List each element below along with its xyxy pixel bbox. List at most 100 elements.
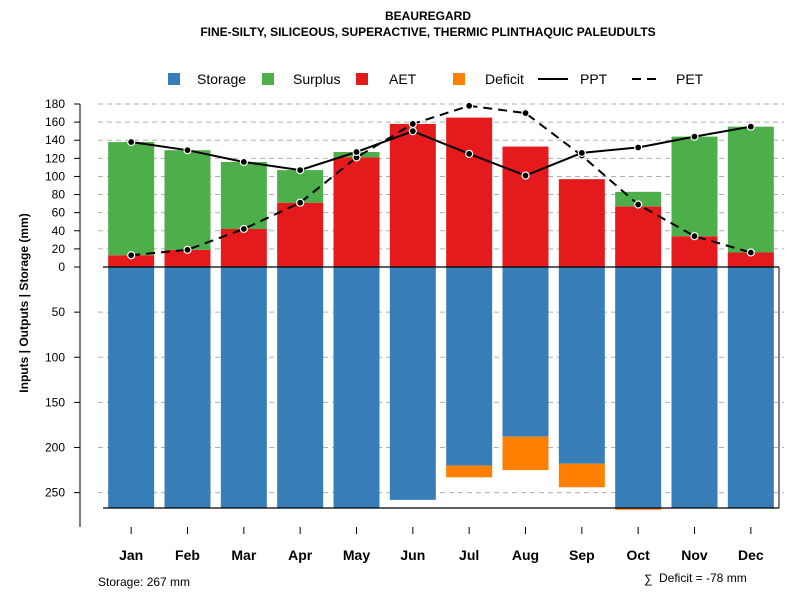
legend-label-deficit: Deficit bbox=[485, 71, 524, 87]
aet-bar-jan bbox=[108, 255, 155, 267]
pet-point-aug bbox=[521, 108, 530, 118]
aet-bar-dec bbox=[727, 252, 774, 267]
pet-point-oct bbox=[634, 200, 643, 209]
pet-point-apr bbox=[296, 198, 305, 207]
surplus-bar-dec bbox=[727, 126, 774, 253]
storage-bar-mar bbox=[220, 267, 267, 508]
series-lines bbox=[127, 101, 755, 260]
aet-bar-oct bbox=[615, 206, 662, 267]
surplus-bar-mar bbox=[220, 161, 267, 229]
storage-bar-oct bbox=[615, 267, 662, 508]
pet-point-feb bbox=[183, 245, 192, 254]
pet-point-mar bbox=[239, 224, 248, 234]
deficit-bar-sep bbox=[558, 463, 605, 488]
ppt-point-jul bbox=[465, 149, 474, 158]
gridlines bbox=[98, 103, 784, 494]
ppt-point-sep bbox=[577, 148, 586, 157]
y-tick-label: 50 bbox=[52, 305, 66, 319]
y-tick-label: 100 bbox=[45, 169, 65, 183]
y-tick-label: 20 bbox=[52, 242, 66, 256]
aet-bar-jul bbox=[446, 117, 493, 267]
legend-label-ppt: PPT bbox=[580, 71, 608, 87]
y-tick-label: 0 bbox=[58, 260, 65, 274]
ppt-point-feb bbox=[183, 146, 192, 155]
deficit-footnote: Deficit = -78 mm bbox=[659, 571, 747, 585]
storage-bar-nov bbox=[671, 267, 718, 508]
aet-bar-may bbox=[333, 157, 380, 267]
aet-bar-aug bbox=[502, 146, 549, 267]
pet-point-jul bbox=[465, 101, 474, 110]
storage-bar-jul bbox=[446, 267, 493, 466]
surplus-bar-jan bbox=[108, 142, 155, 256]
legend-swatch-aet bbox=[356, 73, 368, 85]
legend-swatch-deficit bbox=[453, 73, 465, 85]
month-label-sep: Sep bbox=[569, 547, 595, 563]
pet-line bbox=[131, 104, 752, 257]
legend-swatch-surplus bbox=[262, 73, 274, 85]
y-tick-label: 140 bbox=[45, 133, 65, 147]
y-tick-label: 120 bbox=[45, 151, 65, 165]
legend-label-storage: Storage bbox=[197, 71, 246, 87]
ppt-point-jan bbox=[127, 137, 136, 147]
ppt-point-apr bbox=[296, 166, 305, 175]
surplus-bar-feb bbox=[164, 150, 211, 250]
storage-bar-apr bbox=[277, 267, 324, 508]
storage-bar-jun bbox=[389, 267, 436, 500]
month-label-apr: Apr bbox=[288, 547, 313, 563]
month-label-jun: Jun bbox=[400, 547, 425, 563]
sum-symbol: ∑ bbox=[644, 572, 653, 586]
pet-point-jan bbox=[127, 251, 136, 260]
bars bbox=[108, 117, 774, 510]
storage-bar-feb bbox=[164, 267, 211, 508]
month-label-oct: Oct bbox=[626, 547, 650, 563]
aet-bar-mar bbox=[220, 228, 267, 267]
y-tick-label: 150 bbox=[45, 395, 65, 409]
storage-bar-may bbox=[333, 267, 380, 508]
deficit-bar-aug bbox=[502, 436, 549, 471]
ppt-point-mar bbox=[239, 157, 248, 167]
aet-bar-nov bbox=[671, 236, 718, 267]
storage-bar-jan bbox=[108, 267, 155, 508]
month-label-jul: Jul bbox=[459, 547, 479, 563]
legend-swatch-storage bbox=[168, 73, 180, 85]
y-tick-label: 80 bbox=[52, 188, 66, 202]
deficit-bar-jul bbox=[446, 465, 493, 478]
ppt-line bbox=[131, 125, 752, 177]
month-label-jan: Jan bbox=[119, 547, 143, 563]
storage-bar-aug bbox=[502, 267, 549, 437]
aet-bar-feb bbox=[164, 249, 211, 267]
month-label-may: May bbox=[343, 547, 370, 563]
surplus-bar-nov bbox=[671, 136, 718, 237]
y-tick-label: 180 bbox=[45, 97, 65, 111]
chart-subtitle: FINE-SILTY, SILICEOUS, SUPERACTIVE, THER… bbox=[200, 25, 655, 39]
pet-point-jun bbox=[408, 119, 417, 129]
y-tick-label: 40 bbox=[52, 224, 66, 238]
y-tick-label: 100 bbox=[45, 350, 65, 364]
ppt-point-dec bbox=[746, 122, 755, 131]
month-label-feb: Feb bbox=[175, 547, 200, 563]
legend-label-pet: PET bbox=[676, 71, 704, 87]
ppt-point-jun bbox=[408, 127, 417, 136]
aet-bar-apr bbox=[277, 202, 324, 267]
pet-point-nov bbox=[690, 232, 699, 241]
axes: 0 20 40 60 80 100 120 140 160 180 50 100 150 200 250 Ja… bbox=[45, 97, 780, 563]
month-label-nov: Nov bbox=[681, 547, 708, 563]
aet-bar-sep bbox=[558, 179, 605, 267]
legend-label-aet: AET bbox=[389, 71, 417, 87]
month-label-mar: Mar bbox=[231, 547, 256, 563]
ppt-point-may bbox=[352, 147, 361, 157]
surplus-bar-apr bbox=[277, 170, 324, 203]
storage-bar-sep bbox=[558, 267, 605, 464]
ppt-point-nov bbox=[690, 132, 699, 141]
deficit-bar-oct bbox=[615, 508, 662, 510]
ppt-point-aug bbox=[521, 171, 530, 180]
y-tick-label: 160 bbox=[45, 115, 65, 129]
y-tick-label: 200 bbox=[45, 441, 65, 455]
month-label-dec: Dec bbox=[738, 547, 764, 563]
storage-footnote: Storage: 267 mm bbox=[98, 575, 190, 589]
y-tick-label: 60 bbox=[52, 206, 66, 220]
y-axis-label: Inputs | Outputs | Storage (mm) bbox=[17, 213, 31, 392]
legend: Storage Surplus AET Deficit PPT PET bbox=[168, 71, 704, 87]
legend-label-surplus: Surplus bbox=[293, 71, 340, 87]
